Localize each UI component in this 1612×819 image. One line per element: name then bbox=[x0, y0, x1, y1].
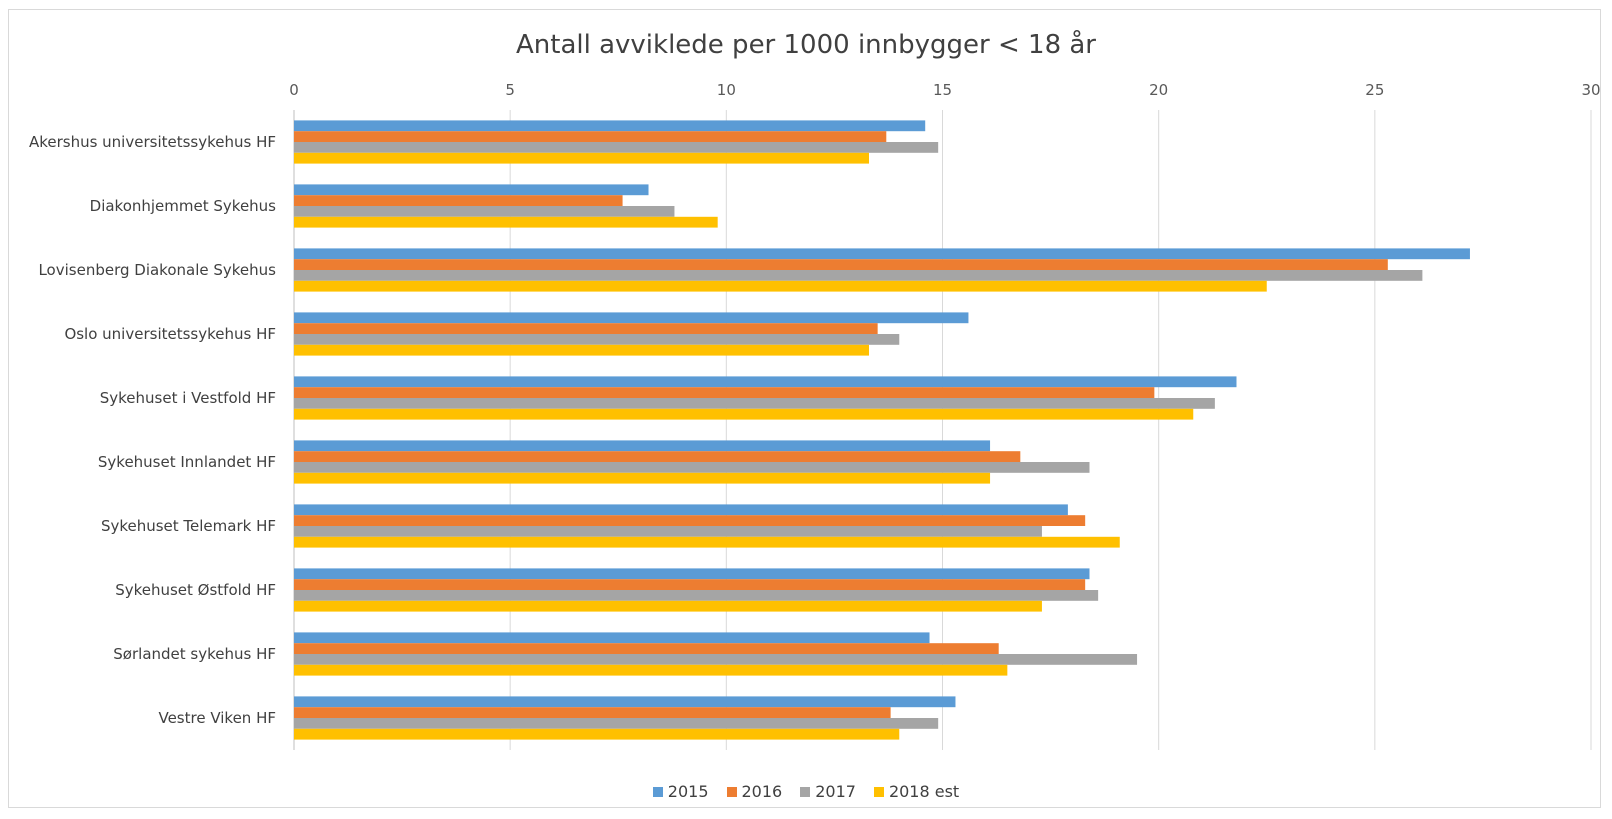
category-label: Sykehuset Innlandet HF bbox=[98, 453, 276, 471]
chart-title: Antall avviklede per 1000 innbygger < 18… bbox=[515, 30, 1096, 60]
bar bbox=[294, 408, 1194, 420]
legend-label: 2018 est bbox=[888, 782, 960, 801]
category-label: Sykehuset Telemark HF bbox=[101, 517, 276, 535]
bar bbox=[294, 312, 969, 324]
x-tick-label: 30 bbox=[1581, 81, 1600, 99]
legend-item: 2017 bbox=[800, 782, 856, 801]
legend: 2015 2016 2017 2018 est bbox=[0, 782, 1612, 801]
legend-item: 2018 est bbox=[873, 782, 960, 801]
bar bbox=[294, 376, 1237, 388]
bar bbox=[294, 440, 991, 452]
bar bbox=[294, 323, 878, 334]
bar bbox=[294, 344, 870, 356]
category-label: Diakonhjemmet Sykehus bbox=[90, 197, 277, 215]
category-label: Vestre Viken HF bbox=[158, 709, 276, 727]
legend-label: 2015 bbox=[667, 782, 709, 801]
x-tick-label: 15 bbox=[933, 81, 952, 99]
bar bbox=[294, 696, 956, 708]
x-tick-label: 20 bbox=[1149, 81, 1168, 99]
bar bbox=[294, 206, 675, 217]
bar bbox=[294, 131, 887, 142]
legend-item: 2015 bbox=[652, 782, 709, 801]
legend-label: 2017 bbox=[815, 782, 856, 801]
bar bbox=[294, 504, 1068, 516]
bar bbox=[294, 654, 1138, 665]
x-tick-label: 5 bbox=[505, 81, 515, 99]
bar bbox=[294, 664, 1008, 676]
bar bbox=[294, 398, 1215, 409]
legend-item: 2016 bbox=[726, 782, 783, 801]
bar bbox=[294, 728, 900, 740]
legend-label: 2016 bbox=[741, 782, 783, 801]
bar bbox=[294, 216, 718, 228]
x-tick-label: 0 bbox=[289, 81, 299, 99]
bar bbox=[294, 472, 991, 484]
category-label: Sykehuset Østfold HF bbox=[115, 581, 276, 599]
bar bbox=[294, 579, 1086, 590]
legend-swatch bbox=[800, 786, 811, 797]
bar bbox=[294, 632, 930, 644]
bar bbox=[294, 707, 891, 718]
x-axis-ticks: 0 5 10 15 20 25 30 bbox=[289, 81, 1600, 99]
bar bbox=[294, 152, 870, 164]
bars bbox=[294, 120, 1470, 740]
legend-swatch bbox=[652, 786, 663, 797]
x-tick-label: 25 bbox=[1365, 81, 1384, 99]
bar bbox=[294, 451, 1021, 462]
bar bbox=[294, 334, 900, 345]
bar bbox=[294, 643, 999, 654]
bar bbox=[294, 259, 1388, 270]
bar bbox=[294, 195, 623, 206]
category-label: Sykehuset i Vestfold HF bbox=[100, 389, 276, 407]
bar bbox=[294, 462, 1090, 473]
x-tick-label: 10 bbox=[717, 81, 736, 99]
bar bbox=[294, 248, 1470, 260]
category-label: Akershus universitetssykehus HF bbox=[29, 133, 276, 151]
bar bbox=[294, 280, 1267, 292]
bar bbox=[294, 536, 1120, 548]
bar bbox=[294, 568, 1090, 580]
category-label: Sørlandet sykehus HF bbox=[113, 645, 276, 663]
bar bbox=[294, 270, 1423, 281]
legend-swatch bbox=[873, 786, 884, 797]
bar bbox=[294, 526, 1042, 537]
legend-swatch bbox=[726, 786, 737, 797]
category-label: Lovisenberg Diakonale Sykehus bbox=[38, 261, 276, 279]
bar bbox=[294, 718, 939, 729]
bar bbox=[294, 120, 926, 132]
bar bbox=[294, 600, 1042, 612]
category-label: Oslo universitetssykehus HF bbox=[64, 325, 276, 343]
bar bbox=[294, 590, 1099, 601]
bar bbox=[294, 387, 1155, 398]
bar bbox=[294, 515, 1086, 526]
bar bbox=[294, 184, 649, 196]
bar bbox=[294, 142, 939, 153]
category-labels: Akershus universitetssykehus HF Diakonhje… bbox=[29, 133, 276, 727]
